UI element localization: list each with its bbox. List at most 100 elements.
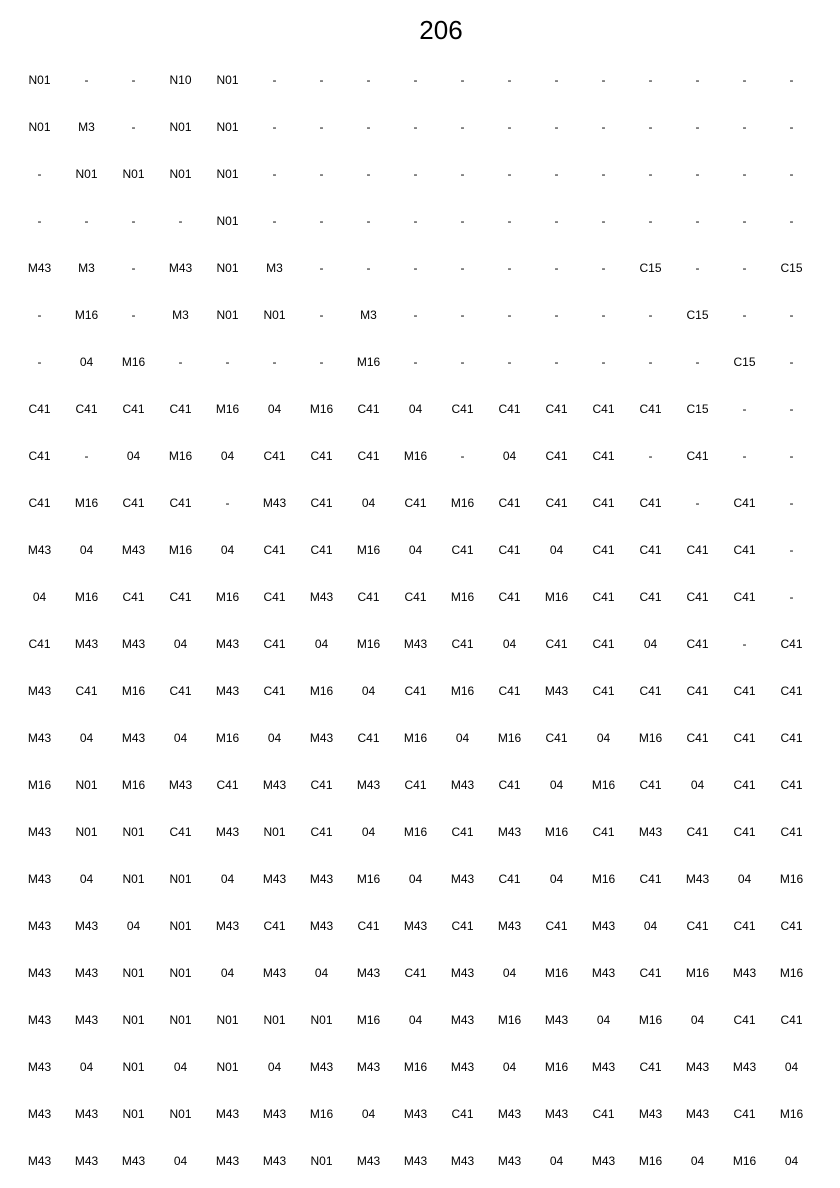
grid-cell: -: [225, 354, 230, 369]
grid-cell: -: [84, 72, 89, 87]
grid-cell: -: [695, 213, 700, 228]
grid-cell: 04: [79, 1059, 94, 1074]
grid-cell: M43: [121, 1153, 146, 1168]
grid-cell: M43: [732, 1059, 757, 1074]
grid-cell: M43: [685, 1059, 710, 1074]
grid-cell: C41: [404, 965, 427, 980]
grid-cell: M43: [544, 1012, 569, 1027]
grid-cell: C41: [75, 683, 98, 698]
grid-cell: M43: [497, 824, 522, 839]
grid-cell: 04: [267, 730, 282, 745]
grid-cell: -: [460, 72, 465, 87]
grid-cell: -: [366, 213, 371, 228]
grid-cell: -: [413, 260, 418, 275]
grid-cell: C41: [780, 683, 803, 698]
grid-cell: C41: [733, 824, 756, 839]
grid-cell: M43: [27, 871, 52, 886]
grid-cell: M43: [262, 1153, 287, 1168]
grid-cell: -: [507, 119, 512, 134]
grid-cell: -: [507, 307, 512, 322]
grid-cell: M43: [121, 730, 146, 745]
grid-cell: -: [272, 119, 277, 134]
grid-row: M43 N01 N01 C41 M43 N01 C41 04 M16 C41 M43 M16 C41 M4…: [16, 808, 816, 855]
grid-cell: C15: [686, 401, 709, 416]
grid-cell: -: [319, 213, 324, 228]
grid-cell: N01: [310, 1153, 333, 1168]
grid-cell: C41: [592, 824, 615, 839]
grid-cell: M43: [27, 542, 52, 557]
grid-cell: C41: [733, 918, 756, 933]
grid-cell: M16: [403, 448, 428, 463]
grid-cell: M43: [27, 1012, 52, 1027]
grid-cell: M16: [732, 1153, 757, 1168]
grid-cell: M43: [262, 495, 287, 510]
grid-cell: -: [84, 213, 89, 228]
grid-cell: 04: [79, 871, 94, 886]
grid-cell: -: [789, 72, 794, 87]
grid-cell: C41: [592, 542, 615, 557]
grid-row: N01 - - N10 N01 - - - - - - - - - - - -: [16, 56, 816, 103]
grid-cell: M16: [356, 636, 381, 651]
page-title: 206: [419, 15, 463, 45]
grid-cell: -: [695, 495, 700, 510]
grid-cell: -: [554, 260, 559, 275]
grid-cell: -: [601, 166, 606, 181]
grid-cell: M16: [403, 824, 428, 839]
grid-cell: 04: [267, 1059, 282, 1074]
grid-cell: -: [742, 72, 747, 87]
grid-cell: 04: [784, 1059, 799, 1074]
grid-cell: C41: [28, 495, 51, 510]
grid-cell: -: [789, 354, 794, 369]
grid-cell: M43: [450, 777, 475, 792]
grid-cell: C41: [169, 401, 192, 416]
grid-cell: C41: [686, 636, 709, 651]
grid-cell: C41: [592, 448, 615, 463]
grid-cell: -: [789, 213, 794, 228]
grid-row: M43 M43 04 N01 M43 C41 M43 C41 M43 C41 M43 C41 M43 04…: [16, 902, 816, 949]
grid-row: M16 N01 M16 M43 C41 M43 C41 M43 C41 M43 C41 04 M16 C4…: [16, 761, 816, 808]
grid-cell: C41: [639, 542, 662, 557]
grid-cell: -: [601, 354, 606, 369]
grid-cell: M43: [356, 1059, 381, 1074]
grid-cell: M43: [27, 1153, 52, 1168]
grid-cell: 04: [455, 730, 470, 745]
grid-cell: C41: [639, 683, 662, 698]
grid-cell: C41: [592, 1106, 615, 1121]
grid-cell: -: [319, 119, 324, 134]
grid-cell: C15: [733, 354, 756, 369]
grid-cell: C41: [545, 401, 568, 416]
grid-cell: -: [648, 72, 653, 87]
grid-row: M43 04 M43 M16 04 C41 C41 M16 04 C41 C41 04 C41 C41 C4…: [16, 526, 816, 573]
grid-cell: M43: [309, 1059, 334, 1074]
grid-cell: M43: [309, 918, 334, 933]
grid-cell: M43: [309, 730, 334, 745]
grid-cell: C41: [263, 918, 286, 933]
grid-cell: 04: [690, 777, 705, 792]
grid-cell: C41: [310, 777, 333, 792]
grid-cell: -: [742, 401, 747, 416]
grid-cell: C41: [122, 589, 145, 604]
grid-cell: M43: [638, 824, 663, 839]
grid-cell: N01: [216, 213, 239, 228]
grid-cell: M16: [403, 1059, 428, 1074]
grid-cell: M16: [215, 730, 240, 745]
grid-cell: M43: [356, 1153, 381, 1168]
grid-cell: 04: [173, 1153, 188, 1168]
grid-cell: -: [648, 307, 653, 322]
grid-cell: -: [789, 119, 794, 134]
grid-cell: C41: [498, 401, 521, 416]
grid-cell: M43: [262, 871, 287, 886]
grid-cell: -: [413, 72, 418, 87]
grid-cell: C41: [545, 448, 568, 463]
grid-cell: N01: [169, 965, 192, 980]
grid-cell: -: [554, 119, 559, 134]
grid-cell: -: [601, 307, 606, 322]
grid-cell: -: [742, 260, 747, 275]
grid-cell: 04: [408, 542, 423, 557]
grid-cell: M43: [591, 1059, 616, 1074]
grid-cell: M43: [685, 871, 710, 886]
grid-cell: C41: [169, 495, 192, 510]
grid-cell: -: [648, 448, 653, 463]
grid-cell: 04: [502, 965, 517, 980]
grid-cell: 04: [220, 542, 235, 557]
